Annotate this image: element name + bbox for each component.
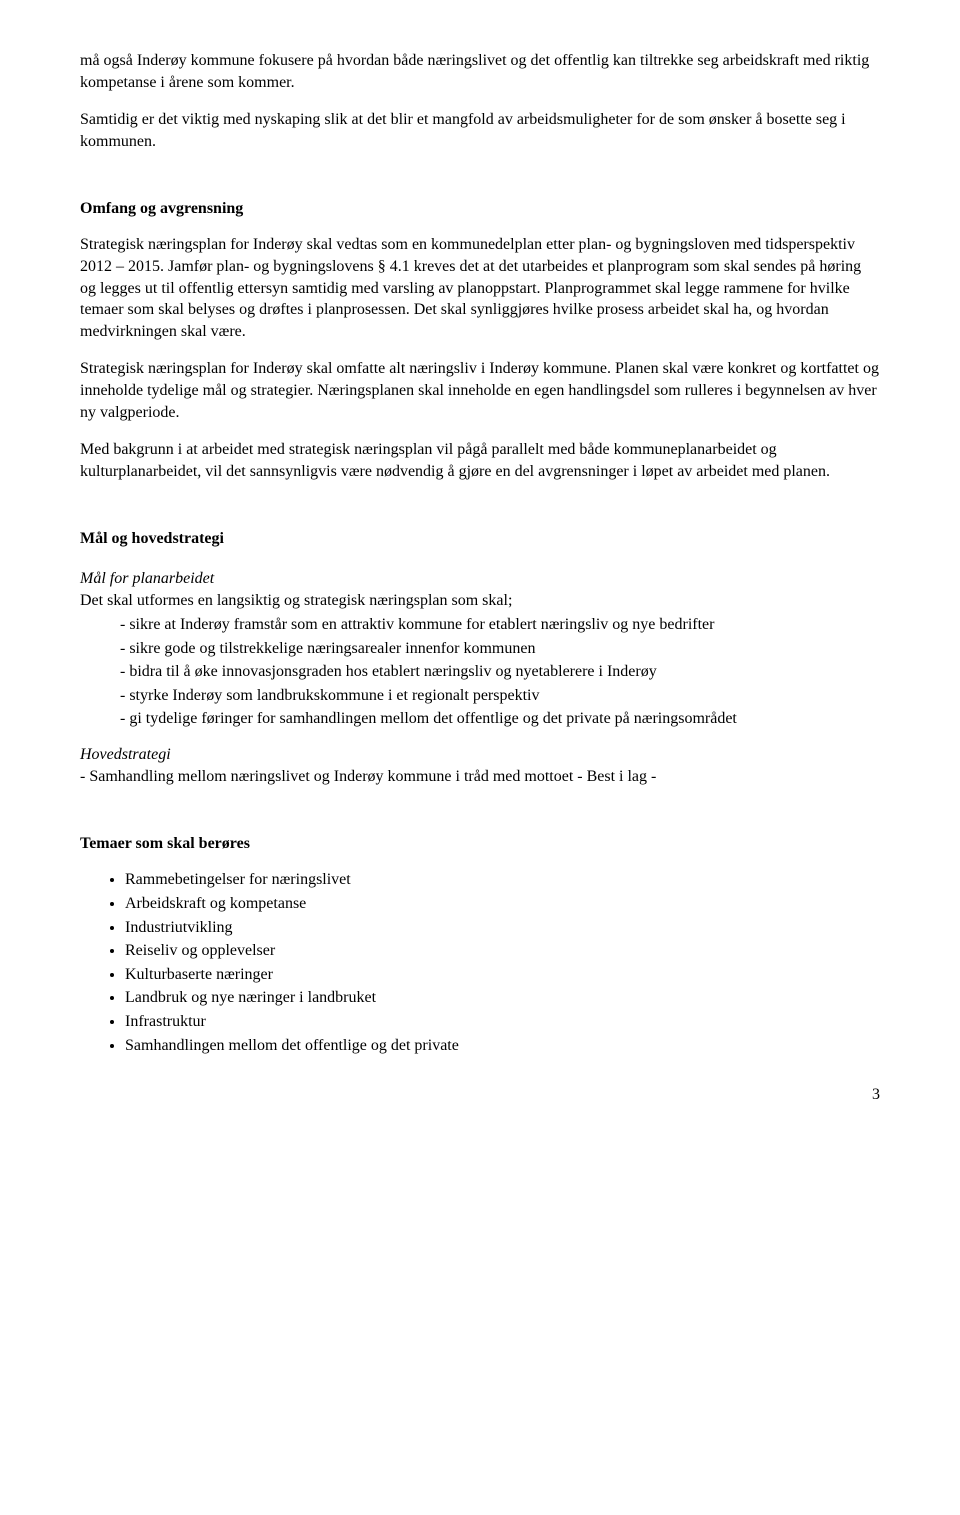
temaer-list: Rammebetingelser for næringslivet Arbeid…: [80, 869, 880, 1056]
subheading-hovedstrategi: Hovedstrategi: [80, 746, 880, 764]
omfang-paragraph-3: Med bakgrunn i at arbeidet med strategis…: [80, 439, 880, 482]
list-item: Rammebetingelser for næringslivet: [125, 869, 880, 891]
list-item: Landbruk og nye næringer i landbruket: [125, 987, 880, 1009]
omfang-paragraph-2: Strategisk næringsplan for Inderøy skal …: [80, 358, 880, 423]
document-page: må også Inderøy kommune fokusere på hvor…: [0, 0, 960, 1144]
list-item: Industriutvikling: [125, 917, 880, 939]
list-item: Arbeidskraft og kompetanse: [125, 893, 880, 915]
heading-maal: Mål og hovedstrategi: [80, 530, 880, 548]
omfang-paragraph-1: Strategisk næringsplan for Inderøy skal …: [80, 234, 880, 342]
page-number: 3: [80, 1086, 880, 1104]
intro-paragraph-2: Samtidig er det viktig med nyskaping sli…: [80, 109, 880, 152]
maal-intro: Det skal utformes en langsiktig og strat…: [80, 590, 880, 612]
heading-omfang: Omfang og avgrensning: [80, 200, 880, 218]
list-item: bidra til å øke innovasjonsgraden hos et…: [120, 661, 880, 683]
list-item: styrke Inderøy som landbrukskommune i et…: [120, 685, 880, 707]
list-item: sikre gode og tilstrekkelige næringsarea…: [120, 638, 880, 660]
list-item: Kulturbaserte næringer: [125, 964, 880, 986]
subheading-maal-planarbeidet: Mål for planarbeidet: [80, 570, 880, 588]
list-item: gi tydelige føringer for samhandlingen m…: [120, 708, 880, 730]
list-item: Samhandlingen mellom det offentlige og d…: [125, 1035, 880, 1057]
list-item: sikre at Inderøy framstår som en attrakt…: [120, 614, 880, 636]
list-item: Infrastruktur: [125, 1011, 880, 1033]
intro-paragraph-1: må også Inderøy kommune fokusere på hvor…: [80, 50, 880, 93]
hovedstrategi-text: - Samhandling mellom næringslivet og Ind…: [80, 766, 880, 788]
list-item: Reiseliv og opplevelser: [125, 940, 880, 962]
heading-temaer: Temaer som skal berøres: [80, 835, 880, 853]
maal-list: sikre at Inderøy framstår som en attrakt…: [80, 614, 880, 730]
